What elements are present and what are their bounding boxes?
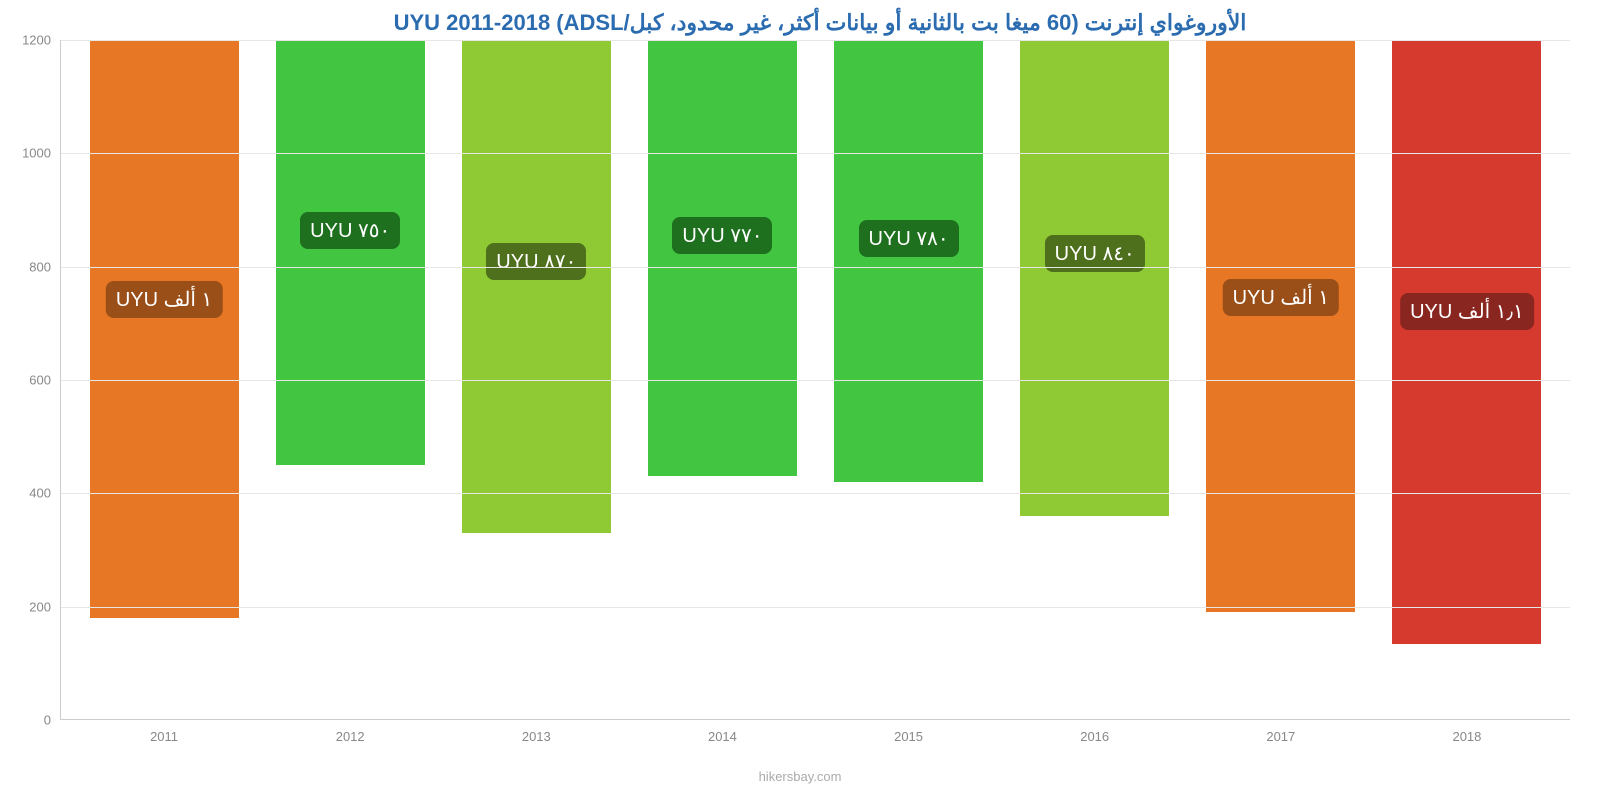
xtick-label: 2014 <box>708 719 737 744</box>
bar: ٨٧٠ UYU <box>462 40 611 533</box>
gridline <box>61 380 1570 381</box>
ytick-label: 200 <box>29 599 61 614</box>
xtick-label: 2013 <box>522 719 551 744</box>
bar: ٧٨٠ UYU <box>834 40 983 482</box>
xtick-label: 2012 <box>336 719 365 744</box>
bar: ١٫١ ألف UYU <box>1392 40 1541 644</box>
xtick-label: 2015 <box>894 719 923 744</box>
attribution-text: hikersbay.com <box>759 769 842 784</box>
xtick-label: 2016 <box>1080 719 1109 744</box>
gridline <box>61 267 1570 268</box>
bar-value-label: ١ ألف UYU <box>106 281 222 318</box>
bar: ٧٥٠ UYU <box>276 40 425 465</box>
plot-area: ١ ألف UYU2011٧٥٠ UYU2012٨٧٠ UYU2013٧٧٠ U… <box>60 40 1570 720</box>
bar: ٧٧٠ UYU <box>648 40 797 476</box>
gridline <box>61 40 1570 41</box>
bar-value-label: ١٫١ ألف UYU <box>1400 293 1534 330</box>
bar: ١ ألف UYU <box>90 40 239 618</box>
bar-value-label: ٧٨٠ UYU <box>859 220 959 257</box>
xtick-label: 2017 <box>1266 719 1295 744</box>
gridline <box>61 153 1570 154</box>
bar-value-label: ٧٥٠ UYU <box>300 212 400 249</box>
ytick-label: 0 <box>44 713 61 728</box>
chart-title: الأوروغواي إنترنت (60 ميغا بت بالثانية أ… <box>60 10 1580 36</box>
gridline <box>61 607 1570 608</box>
chart-container: الأوروغواي إنترنت (60 ميغا بت بالثانية أ… <box>0 0 1600 800</box>
ytick-label: 400 <box>29 486 61 501</box>
gridline <box>61 493 1570 494</box>
xtick-label: 2011 <box>150 719 178 744</box>
bar-value-label: ١ ألف UYU <box>1223 279 1339 316</box>
xtick-label: 2018 <box>1452 719 1481 744</box>
ytick-label: 600 <box>29 373 61 388</box>
ytick-label: 1200 <box>22 33 61 48</box>
bar-value-label: ٨٧٠ UYU <box>486 243 586 280</box>
bar: ٨٤٠ UYU <box>1020 40 1169 516</box>
ytick-label: 1000 <box>22 146 61 161</box>
bar-value-label: ٧٧٠ UYU <box>672 217 772 254</box>
bar: ١ ألف UYU <box>1206 40 1355 612</box>
ytick-label: 800 <box>29 259 61 274</box>
